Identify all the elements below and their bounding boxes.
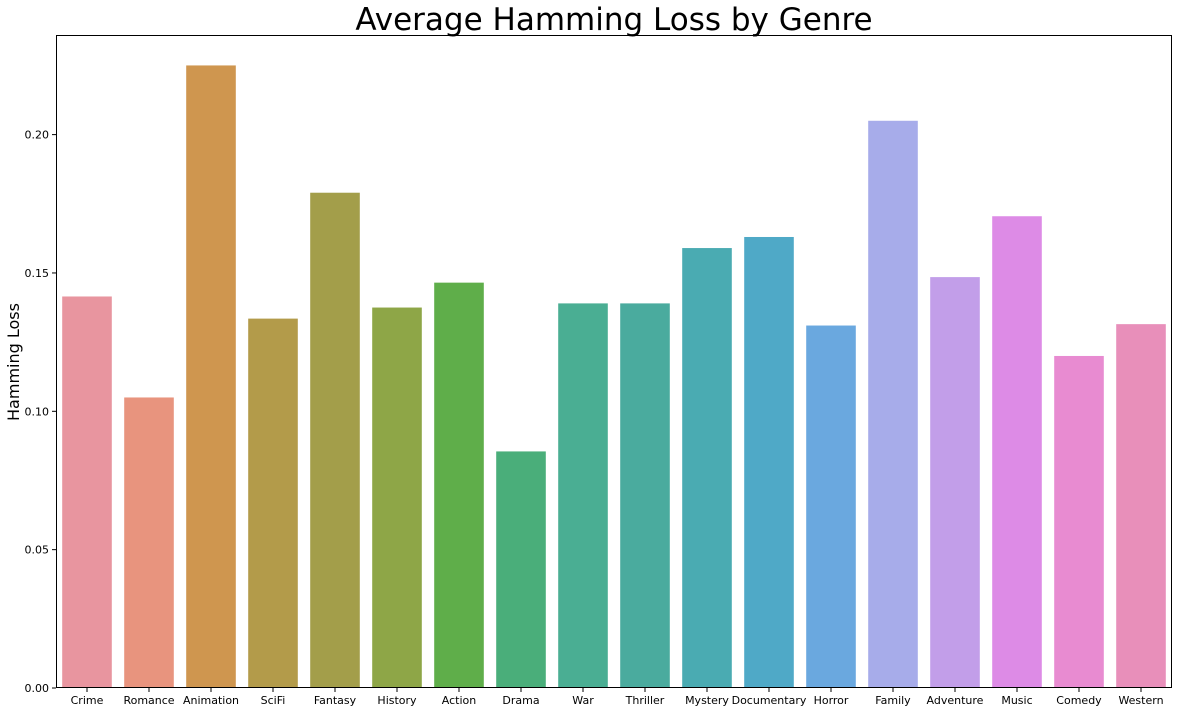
y-tick-label: 0.00 — [25, 682, 50, 695]
bar-music — [992, 216, 1042, 688]
x-tick-label: Comedy — [1056, 694, 1102, 707]
x-tick-label: Thriller — [625, 694, 665, 707]
bar-documentary — [744, 236, 794, 688]
x-tick-label: SciFi — [261, 694, 286, 707]
y-axis-label: Hamming Loss — [4, 303, 23, 421]
y-axis: 0.00 0.05 0.10 0.15 0.20 — [25, 129, 56, 695]
x-tick-label: History — [377, 694, 417, 707]
y-tick-label: 0.10 — [25, 405, 50, 418]
x-tick-label: Fantasy — [314, 694, 357, 707]
y-tick-label: 0.15 — [25, 267, 50, 280]
x-tick-label: Horror — [814, 694, 849, 707]
plot-frame — [56, 35, 1172, 688]
bar-mystery — [682, 248, 732, 688]
x-tick-label: Adventure — [927, 694, 984, 707]
x-tick-label: Documentary — [732, 694, 807, 707]
x-tick-label: Romance — [123, 694, 174, 707]
x-tick-label: Family — [875, 694, 911, 707]
bar-scifi — [248, 318, 298, 688]
bar-comedy — [1054, 355, 1104, 688]
x-tick-label: Animation — [183, 694, 239, 707]
bar-horror — [806, 325, 856, 688]
x-axis: Crime Romance Animation SciFi Fantasy History… — [71, 688, 1164, 707]
bar-family — [868, 120, 918, 689]
x-tick-label: Western — [1118, 694, 1163, 707]
bar-animation — [186, 65, 236, 688]
bar-history — [372, 307, 422, 688]
x-tick-label: Mystery — [685, 694, 729, 707]
bar-drama — [496, 451, 546, 688]
bar-crime — [62, 296, 112, 688]
bar-western — [1116, 324, 1166, 688]
bar-action — [434, 282, 484, 688]
bar-fantasy — [310, 192, 360, 688]
y-tick-label: 0.20 — [25, 129, 50, 142]
x-tick-label: Drama — [502, 694, 539, 707]
bar-romance — [124, 397, 174, 688]
bar-thriller — [620, 303, 670, 688]
bars-layer — [62, 65, 1166, 689]
x-tick-label: Music — [1001, 694, 1032, 707]
x-tick-label: War — [572, 694, 594, 707]
y-tick-label: 0.05 — [25, 544, 50, 557]
bar-war — [558, 303, 608, 688]
x-tick-label: Action — [442, 694, 476, 707]
bar-adventure — [930, 277, 980, 688]
x-tick-label: Crime — [71, 694, 104, 707]
chart-title: Average Hamming Loss by Genre — [355, 2, 872, 38]
